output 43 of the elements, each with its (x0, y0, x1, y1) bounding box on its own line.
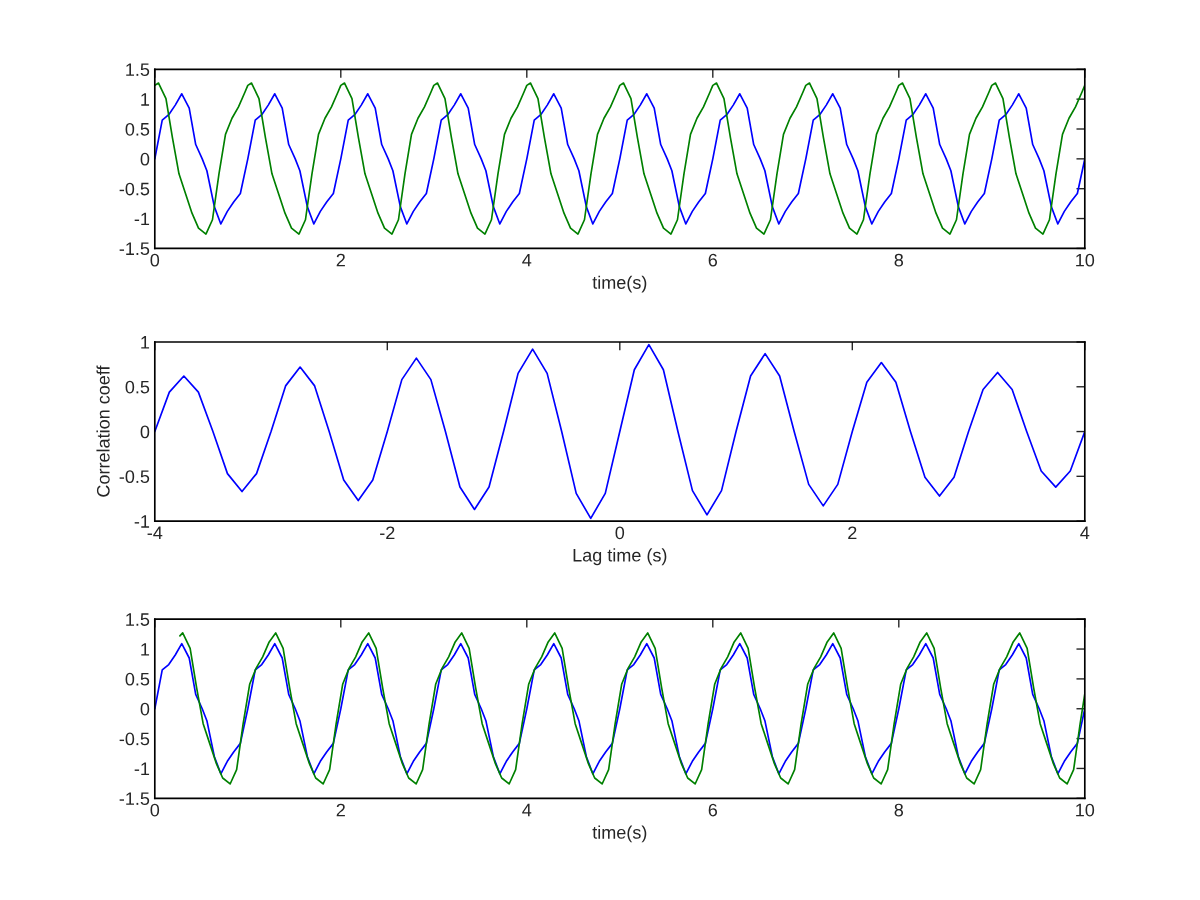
y-tick-label: 1.5 (126, 63, 150, 77)
y-tick-label: -1 (134, 212, 150, 226)
y-tick-label: -1 (134, 515, 150, 528)
x-tick-label: 0 (150, 803, 160, 817)
line-series (154, 642, 1085, 775)
x-tick-label: 4 (1080, 526, 1090, 540)
x-tick-label: 6 (708, 803, 718, 817)
x-tick-label: 0 (615, 526, 625, 540)
y-tick-label: 0 (140, 152, 150, 166)
x-axis-title: time(s) (592, 825, 647, 843)
x-tick-label: 2 (848, 526, 857, 540)
y-tick-label: -1.5 (119, 792, 150, 806)
y-tick-label: 0.5 (125, 672, 150, 686)
x-tick-label: 2 (336, 253, 345, 267)
x-tick-label: 10 (1076, 803, 1095, 817)
y-tick-label: 1.5 (126, 613, 150, 626)
y-tick-label: 0.5 (125, 380, 150, 394)
y-tick-label: 0.5 (125, 122, 150, 136)
y-tick-label: -0.5 (119, 182, 150, 196)
x-tick-label: 8 (894, 803, 904, 817)
x-tick-label: 4 (522, 253, 532, 267)
y-tick-label: -1 (134, 762, 150, 775)
x-axis-title: time(s) (592, 275, 647, 293)
x-axis-title: Lag time (s) (573, 548, 667, 566)
y-axis-title: Correlation coeff (96, 365, 110, 497)
line-series (179, 632, 1085, 785)
y-tick-label: 1 (141, 93, 150, 106)
y-tick-label: -0.5 (119, 470, 150, 484)
x-tick-label: 0 (150, 253, 160, 267)
y-tick-label: 1 (141, 643, 150, 656)
y-tick-label: 1 (141, 336, 150, 349)
y-tick-label: 0 (140, 702, 150, 716)
y-tick-label: 0 (140, 425, 150, 439)
x-tick-label: 8 (894, 253, 904, 267)
y-tick-label: -0.5 (119, 732, 150, 746)
x-tick-label: 6 (708, 253, 718, 267)
line-series (154, 343, 1085, 520)
x-tick-label: 4 (522, 803, 532, 817)
y-tick-label: -1.5 (119, 242, 150, 256)
x-tick-label: -2 (380, 526, 395, 540)
x-tick-label: -4 (147, 526, 163, 540)
x-tick-label: 10 (1076, 253, 1095, 267)
x-tick-label: 2 (336, 803, 345, 817)
